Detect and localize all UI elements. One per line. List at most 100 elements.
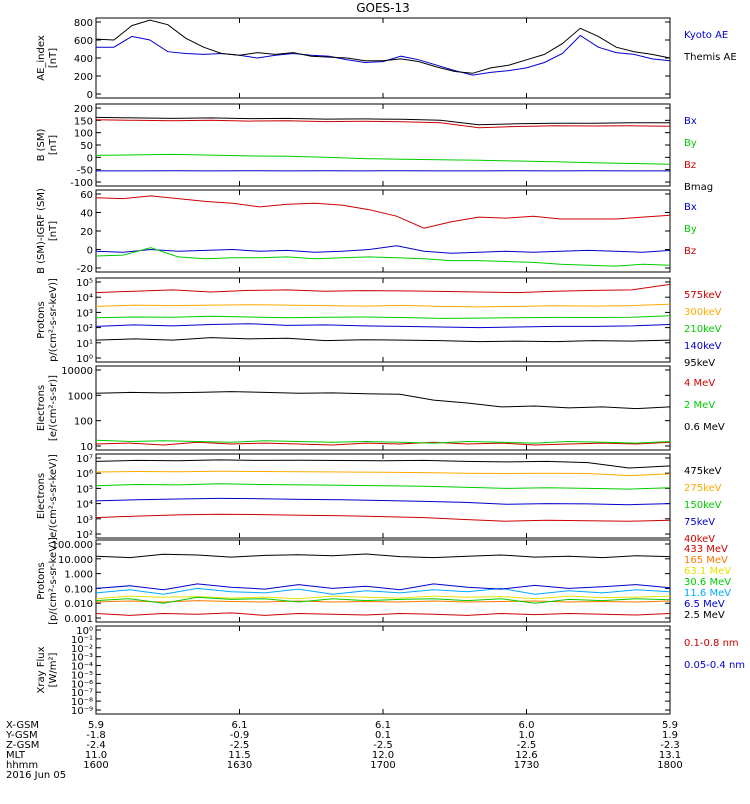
ytick-label: 10⁰ <box>76 626 93 637</box>
series-line-1 <box>96 20 670 73</box>
ylabel-line1: Electrons <box>36 473 47 519</box>
ytick-label: 60 <box>80 190 93 201</box>
ytick-label: 0.100 <box>64 584 93 595</box>
ylabel-line2: [W/m²] <box>48 652 59 687</box>
series-line-1 <box>96 471 670 475</box>
ytick-label: -100 <box>70 178 93 189</box>
series-line-4 <box>96 338 670 342</box>
panel-frame <box>96 104 670 186</box>
series-line-0 <box>96 442 670 445</box>
legend-label: 433 MeV <box>684 544 728 555</box>
legend-label: 6.5 MeV <box>684 599 725 610</box>
ylabel-line2: [e/(cm²-s-sr)] <box>48 375 59 441</box>
series-line-3 <box>96 498 670 504</box>
ytick-label: 10⁶ <box>76 469 93 480</box>
legend-label: 475keV <box>684 466 722 477</box>
legend-label: 11.6 MeV <box>684 588 731 599</box>
series-line-0 <box>96 284 670 292</box>
plot-title: GOES-13 <box>356 1 410 15</box>
ytick-label: 150 <box>74 116 93 127</box>
legend-label: 63.1 MeV <box>684 566 731 577</box>
legend-label: 210keV <box>684 324 722 335</box>
panel-frame <box>96 454 670 538</box>
legend-label: 30.6 MeV <box>684 577 731 588</box>
ytick-label: 10⁷ <box>76 454 93 465</box>
ephemeris-table: X-GSM Y-GSM Z-GSM MLT hhmm 2016 Jun 05 5… <box>5 720 683 781</box>
ytick-label: 600 <box>74 36 93 47</box>
ytick-label: 10⁵ <box>76 278 93 289</box>
ytick-label: 800 <box>74 18 93 29</box>
legend-label: Bmag <box>684 182 713 193</box>
panel-frame <box>96 540 670 622</box>
ylabel-line1: Xray Flux <box>36 646 47 693</box>
legend-label: By <box>684 138 697 149</box>
ephem-value: 1800 <box>657 760 682 771</box>
ephem-value: 1600 <box>83 760 108 771</box>
legend-label: 140keV <box>684 341 722 352</box>
ytick-label: 10³ <box>76 308 93 319</box>
ytick-label: 10⁵ <box>76 484 93 495</box>
legend-label: Bz <box>684 246 696 257</box>
ytick-label: -50 <box>77 166 93 177</box>
ytick-label: 10³ <box>76 515 93 526</box>
legend-label: 165 MeV <box>684 555 728 566</box>
ytick-label: 50 <box>80 141 93 152</box>
ytick-label: 100 <box>74 129 93 140</box>
legend-label: 275keV <box>684 483 722 494</box>
series-line-1 <box>96 304 670 307</box>
legend-label: 2.5 MeV <box>684 610 725 621</box>
ytick-label: 10⁴ <box>76 500 93 511</box>
ytick-label: 10 <box>80 442 93 453</box>
legend-label: 150keV <box>684 500 722 511</box>
ytick-label: 1.000 <box>64 570 93 581</box>
series-line-6 <box>96 554 670 558</box>
legend-label: 0.6 MeV <box>684 422 725 433</box>
series-line-0 <box>96 613 670 616</box>
series-line-2 <box>96 316 670 319</box>
ephem-value: 1700 <box>370 760 395 771</box>
legend-label: Kyoto AE <box>684 30 728 41</box>
legend-label: 575keV <box>684 290 722 301</box>
series-line-0 <box>96 36 670 76</box>
panel-frame <box>96 366 670 450</box>
ytick-label: 0.001 <box>64 614 93 625</box>
ytick-label: 10000 <box>61 366 93 377</box>
ytick-label: 10.000 <box>58 555 93 566</box>
legend-label: 300keV <box>684 307 722 318</box>
ytick-label: 100 <box>74 417 93 428</box>
ylabel-line2: [p/(cm²-s-sr-keV)] <box>48 537 59 625</box>
legend-label: Themis AE <box>683 52 737 63</box>
ytick-label: 0 <box>87 246 93 257</box>
ephem-value: 1730 <box>514 760 539 771</box>
series-line-1 <box>96 601 670 602</box>
series-line-2 <box>96 392 670 409</box>
ephem-date: 2016 Jun 05 <box>6 770 66 781</box>
legend-label: Bx <box>684 116 697 127</box>
ylabel-line2: [nT] <box>48 135 59 155</box>
series-line-4 <box>96 588 670 594</box>
ephem-value: 1630 <box>227 760 252 771</box>
ytick-label: 20 <box>80 227 93 238</box>
series-line-0 <box>96 460 670 468</box>
ylabel-line1: AE_index <box>36 35 47 81</box>
legend-label: 95keV <box>684 358 715 369</box>
ylabel-line2: [nT] <box>48 221 59 241</box>
ylabel-line2: [nT] <box>48 48 59 68</box>
legend-label: Bx <box>684 202 697 213</box>
panel-6: 0.0010.0100.1001.00010.000100.000Protons… <box>36 537 731 625</box>
ytick-label: 40 <box>80 209 93 220</box>
series-line-2 <box>96 484 670 489</box>
ytick-label: 10¹ <box>76 339 93 350</box>
panel-frame <box>96 626 670 714</box>
panel-7: 10⁻⁹10⁻⁸10⁻⁷10⁻⁶10⁻⁵10⁻⁴10⁻³10⁻²10⁻¹10⁰X… <box>36 626 745 717</box>
legend-label: 0.1-0.8 nm <box>684 638 739 649</box>
ytick-label: 200 <box>74 72 93 83</box>
